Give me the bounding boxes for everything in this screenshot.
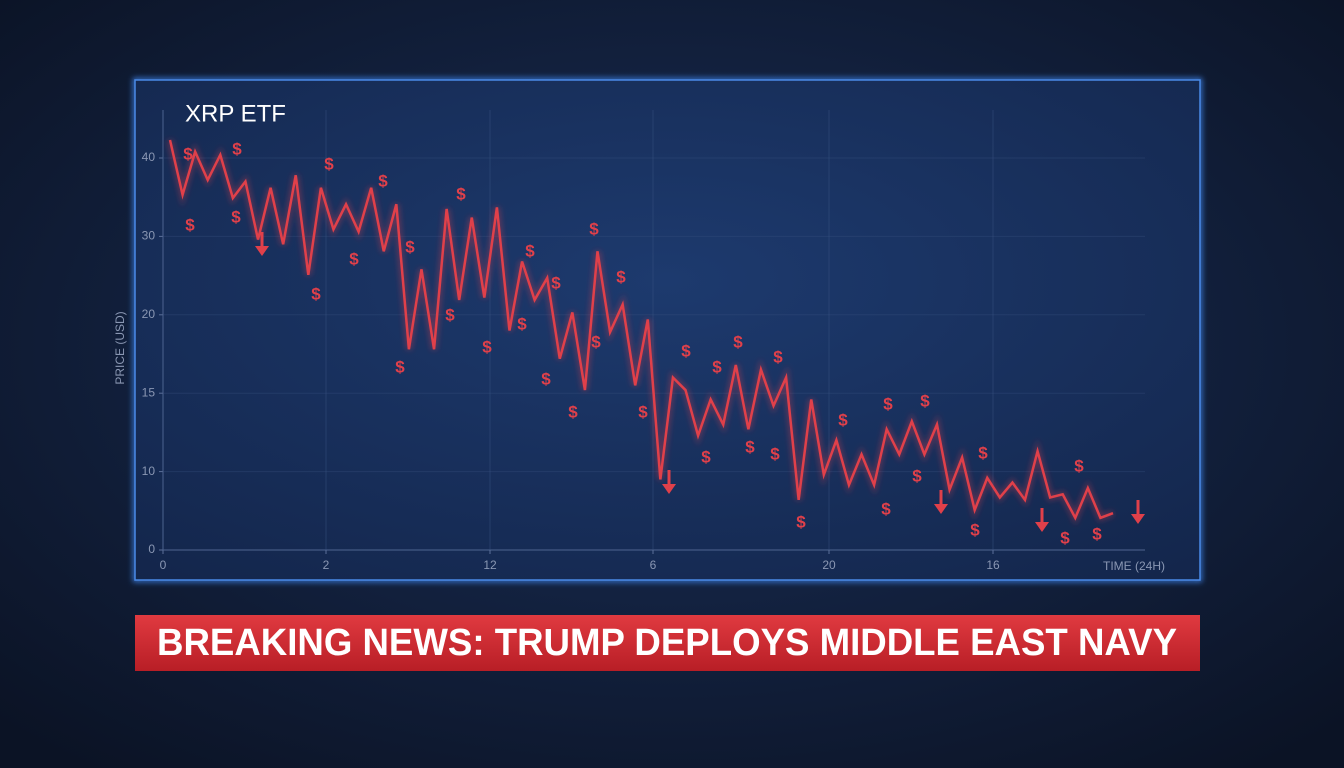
chart-title: XRP ETF <box>185 100 286 127</box>
dollar-sign: $ <box>616 267 626 286</box>
dollar-sign: $ <box>349 249 359 268</box>
down-arrow-head <box>934 504 948 514</box>
x-axis-label: TIME (24H) <box>1103 559 1165 573</box>
y-tick-label: 15 <box>142 385 156 399</box>
dollar-sign: $ <box>482 337 492 356</box>
dollar-sign: $ <box>770 444 780 463</box>
x-tick-label: 12 <box>483 558 497 572</box>
dollar-sign: $ <box>712 357 722 376</box>
banner-text: BREAKING NEWS: TRUMP DEPLOYS MIDDLE EAST… <box>157 622 1177 664</box>
y-tick-label: 10 <box>142 464 156 478</box>
dollar-sign: $ <box>773 347 783 366</box>
x-tick-label: 20 <box>822 558 836 572</box>
dollar-sign: $ <box>311 284 321 303</box>
dollar-sign: $ <box>681 341 691 360</box>
dollar-sign: $ <box>970 520 980 539</box>
dollar-sign: $ <box>745 437 755 456</box>
y-tick-label: 40 <box>142 150 156 164</box>
dollar-sign: $ <box>445 305 455 324</box>
dollar-sign: $ <box>883 394 893 413</box>
dollar-sign: $ <box>881 499 891 518</box>
news-banner <box>135 615 1200 671</box>
dollar-sign: $ <box>378 171 388 190</box>
dollar-sign: $ <box>701 447 711 466</box>
down-arrow-head <box>662 484 676 494</box>
dollar-sign: $ <box>733 332 743 351</box>
dollar-sign: $ <box>589 219 599 238</box>
dollar-sign: $ <box>525 241 535 260</box>
x-tick-label: 0 <box>160 558 167 572</box>
dollar-sign: $ <box>232 139 242 158</box>
price-line <box>168 139 1114 521</box>
y-tick-label: 30 <box>142 229 156 243</box>
dollar-sign: $ <box>591 332 601 351</box>
down-arrow-head <box>1131 514 1145 524</box>
dollar-sign: $ <box>796 512 806 531</box>
dollar-sign: $ <box>231 207 241 226</box>
x-tick-label: 2 <box>323 558 330 572</box>
dollar-sign: $ <box>551 273 561 292</box>
dollar-sign: $ <box>541 369 551 388</box>
dollar-sign: $ <box>638 402 648 421</box>
dollar-sign: $ <box>405 237 415 256</box>
dollar-sign: $ <box>183 144 193 163</box>
chart-panel <box>134 79 1201 581</box>
dollar-sign: $ <box>1060 528 1070 547</box>
x-tick-label: 16 <box>986 558 1000 572</box>
dollar-sign: $ <box>1092 524 1102 543</box>
y-tick-label: 20 <box>142 307 156 321</box>
dollar-sign: $ <box>395 357 405 376</box>
down-arrow-head <box>1035 522 1049 532</box>
y-axis-label: PRICE (USD) <box>113 311 127 384</box>
dollar-sign: $ <box>185 215 195 234</box>
dollar-sign: $ <box>568 402 578 421</box>
y-tick-label: 0 <box>148 542 155 556</box>
dollar-sign: $ <box>324 154 334 173</box>
x-tick-label: 6 <box>650 558 657 572</box>
dollar-sign: $ <box>456 184 466 203</box>
dollar-sign: $ <box>517 314 527 333</box>
dollar-sign: $ <box>978 443 988 462</box>
dollar-sign: $ <box>838 410 848 429</box>
dollar-sign: $ <box>912 466 922 485</box>
dollar-sign: $ <box>920 391 930 410</box>
dollar-sign: $ <box>1074 456 1084 475</box>
down-arrow-head <box>255 246 269 256</box>
